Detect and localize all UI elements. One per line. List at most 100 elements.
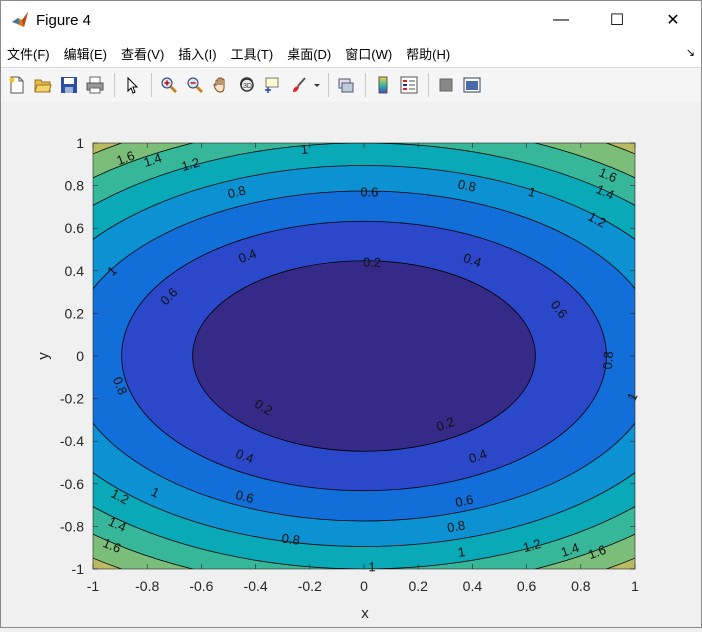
menu-view[interactable]: 查看(V) bbox=[120, 46, 165, 62]
contour-label: 1.4 bbox=[594, 181, 617, 202]
rotate-3d-icon[interactable]: 3D bbox=[235, 73, 259, 97]
x-tick-label: -0.6 bbox=[189, 578, 213, 594]
maximize-button[interactable]: ☐ bbox=[589, 1, 645, 39]
y-tick-label: -0.6 bbox=[60, 476, 84, 492]
contour-label: 0.6 bbox=[360, 184, 378, 199]
menu-file[interactable]: 文件(F) bbox=[7, 46, 50, 62]
x-tick-label: 1 bbox=[631, 578, 639, 594]
print-icon[interactable] bbox=[83, 73, 107, 97]
toolbar-separator bbox=[151, 73, 152, 97]
contour-label: 0.8 bbox=[446, 518, 466, 536]
contour-plot[interactable]: 0.2 0.2 0.2 0.4 0.4 0.4 0.4 0.6 0.6 0.6 0.6 0.6 0.8 0… bbox=[1, 102, 701, 627]
contour-label: 0.8 bbox=[600, 351, 616, 370]
zoom-in-icon[interactable] bbox=[157, 73, 181, 97]
figure-canvas[interactable]: 0.2 0.2 0.2 0.4 0.4 0.4 0.4 0.6 0.6 0.6 0.6 0.6 0.8 0… bbox=[1, 102, 701, 627]
zoom-out-icon[interactable] bbox=[183, 73, 207, 97]
hide-plot-tools-icon[interactable] bbox=[434, 73, 458, 97]
x-tick-label: 0.2 bbox=[408, 578, 428, 594]
edit-plot-arrow-icon[interactable] bbox=[120, 73, 144, 97]
x-axis-label: x bbox=[361, 605, 369, 622]
y-axis-label: y bbox=[35, 352, 52, 360]
matlab-logo-icon bbox=[12, 12, 28, 27]
contour-label: 1.2 bbox=[521, 536, 542, 555]
x-tick-label: 0 bbox=[360, 578, 368, 594]
y-axis: 1 0.8 0.6 0.4 0.2 0 -0.2 -0.4 -0.6 -0.8 -1 bbox=[60, 135, 635, 577]
data-cursor-icon[interactable] bbox=[261, 73, 285, 97]
y-tick-label: -0.8 bbox=[60, 518, 84, 534]
close-icon: ✕ bbox=[666, 12, 680, 29]
window-title: Figure 4 bbox=[36, 11, 92, 29]
y-tick-label: -1 bbox=[72, 561, 85, 577]
contour-label: 1.4 bbox=[142, 150, 164, 170]
contour-label: 1 bbox=[526, 184, 537, 200]
pan-hand-icon[interactable] bbox=[209, 73, 233, 97]
x-tick-label: 0.8 bbox=[571, 578, 591, 594]
y-tick-label: 0.6 bbox=[65, 220, 85, 236]
contour-label: 1.6 bbox=[114, 148, 136, 168]
y-tick-label: 0.4 bbox=[65, 263, 85, 279]
open-file-icon[interactable] bbox=[31, 73, 55, 97]
toolbar-separator bbox=[428, 73, 429, 97]
y-tick-label: -0.4 bbox=[60, 433, 84, 449]
contour-lines bbox=[93, 143, 635, 569]
toolbar-separator bbox=[328, 73, 329, 97]
contour-label: 1.2 bbox=[586, 209, 609, 231]
x-tick-label: -1 bbox=[87, 578, 100, 594]
contour-label: 0.4 bbox=[467, 446, 489, 466]
x-tick-label: -0.2 bbox=[298, 578, 322, 594]
menu-bar: 文件(F) 编辑(E) 查看(V) 插入(I) 工具(T) 桌面(D) 窗口(W… bbox=[1, 39, 701, 67]
x-tick-label: 0.6 bbox=[517, 578, 537, 594]
contour-label: 0.8 bbox=[281, 531, 301, 548]
menu-help[interactable]: 帮助(H) bbox=[406, 46, 451, 62]
brush-icon[interactable] bbox=[287, 73, 311, 97]
contour-label: 1 bbox=[368, 559, 375, 574]
contour-label: 0.4 bbox=[461, 250, 483, 270]
y-tick-label: 0 bbox=[76, 348, 84, 364]
x-tick-label: -0.8 bbox=[135, 578, 159, 594]
minimize-button[interactable]: — bbox=[533, 1, 589, 39]
contour-label: 1 bbox=[300, 142, 309, 158]
contour-label: 1.4 bbox=[559, 540, 581, 560]
show-plot-tools-icon[interactable] bbox=[460, 73, 484, 97]
y-tick-label: 1 bbox=[76, 135, 84, 151]
toolbar-separator bbox=[114, 73, 115, 97]
new-figure-icon[interactable] bbox=[5, 73, 29, 97]
legend-icon[interactable] bbox=[397, 73, 421, 97]
menu-window[interactable]: 窗口(W) bbox=[345, 46, 393, 62]
brush-dropdown-icon[interactable] bbox=[313, 73, 321, 97]
figure-toolbar: 3D bbox=[1, 67, 701, 103]
contour-fills bbox=[93, 143, 635, 569]
menu-insert[interactable]: 插入(I) bbox=[178, 46, 217, 62]
link-plot-icon[interactable] bbox=[334, 73, 358, 97]
contour-label: 0.2 bbox=[363, 255, 381, 270]
contour-label: 1.6 bbox=[597, 165, 619, 186]
contour-label: 0.4 bbox=[234, 446, 256, 466]
svg-text:3D: 3D bbox=[243, 83, 252, 90]
contour-label: 1.4 bbox=[106, 514, 129, 535]
menu-edit[interactable]: 编辑(E) bbox=[63, 46, 107, 62]
contour-band bbox=[192, 260, 536, 452]
y-tick-label: -0.2 bbox=[60, 391, 84, 407]
contour-label: 1.2 bbox=[180, 155, 201, 174]
contour-labels: 0.20.20.20.4 0.40.4 0.40.60.60.60.6 0.60.8 0… bbox=[101, 142, 641, 575]
colorbar-icon[interactable] bbox=[371, 73, 395, 97]
contour-line bbox=[93, 190, 635, 522]
maximize-icon: ☐ bbox=[609, 12, 625, 29]
contour-label: 1.6 bbox=[586, 542, 608, 562]
menu-tools[interactable]: 工具(T) bbox=[230, 46, 274, 62]
contour-line bbox=[121, 220, 607, 492]
contour-label: 0.8 bbox=[226, 183, 247, 202]
title-bar[interactable]: Figure 4 — ☐ ✕ bbox=[1, 1, 701, 39]
x-tick-label: -0.4 bbox=[244, 578, 268, 594]
contour-label: 0.8 bbox=[457, 177, 478, 195]
close-button[interactable]: ✕ bbox=[645, 1, 701, 39]
contour-line bbox=[192, 260, 536, 452]
contour-label: 1 bbox=[457, 544, 466, 560]
save-icon[interactable] bbox=[57, 73, 81, 97]
contour-label: 0.6 bbox=[234, 487, 255, 506]
contour-label: 0.4 bbox=[236, 246, 258, 266]
y-tick-label: 0.8 bbox=[65, 178, 85, 194]
dock-arrow-icon[interactable]: ↘ bbox=[685, 47, 695, 59]
menu-desktop[interactable]: 桌面(D) bbox=[287, 46, 332, 62]
